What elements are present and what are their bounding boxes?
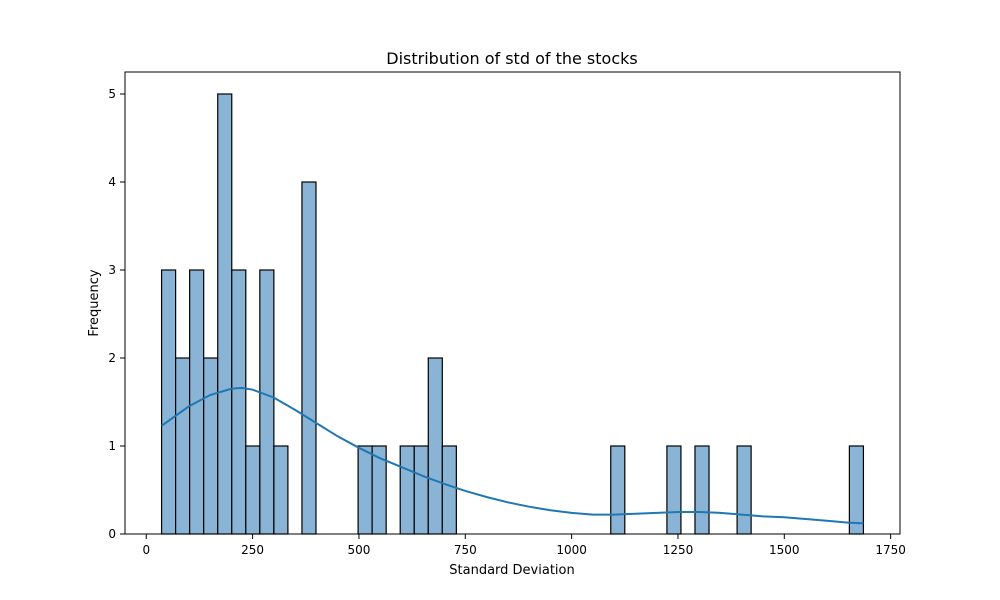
histogram-bar-19 (736, 445, 752, 535)
y-tick-label-1: 1 (108, 439, 116, 453)
histogram-bar-18 (694, 445, 710, 535)
histogram-bar-17 (666, 445, 682, 535)
x-tick-label-1500: 1500 (769, 543, 800, 557)
y-tick-label-4: 4 (108, 175, 116, 189)
histogram-bar-12 (399, 445, 415, 535)
kde-curve (161, 386, 864, 525)
histogram-bar-1 (175, 357, 191, 535)
histogram-bar-10 (357, 445, 373, 535)
x-tick-label-250: 250 (241, 543, 264, 557)
histogram-bar-20 (848, 445, 865, 535)
histogram-bar-3 (203, 357, 219, 535)
histogram-bar-16 (610, 445, 626, 535)
x-tick-label-500: 500 (347, 543, 370, 557)
y-tick-label-5: 5 (108, 87, 116, 101)
histogram-bar-6 (245, 445, 261, 535)
histogram-bar-4 (217, 93, 233, 535)
y-tick-label-0: 0 (108, 527, 116, 541)
x-axis-label: Standard Deviation (449, 563, 574, 578)
x-axis-ticks: 0 250 500 750 1000 1250 1500 1750 (142, 534, 906, 557)
bars-group (160, 93, 865, 535)
histogram-bar-9 (301, 181, 317, 535)
x-tick-label-0: 0 (142, 543, 150, 557)
y-axis-label: Frequency (87, 269, 102, 336)
histogram-bar-13 (413, 445, 429, 535)
histogram-bar-0 (160, 269, 177, 535)
kde-group (161, 386, 864, 525)
chart-title: Distribution of std of the stocks (386, 49, 637, 68)
x-tick-label-750: 750 (454, 543, 477, 557)
histogram-bar-5 (231, 269, 247, 535)
x-tick-label-1000: 1000 (556, 543, 587, 557)
histogram-bar-8 (273, 445, 289, 535)
x-tick-label-1250: 1250 (663, 543, 694, 557)
y-tick-label-2: 2 (108, 351, 116, 365)
histogram-bar-14 (427, 357, 443, 535)
plot-frame (124, 71, 901, 535)
histogram-bar-15 (441, 445, 457, 535)
x-tick-label-1750: 1750 (875, 543, 906, 557)
histogram-bar-7 (259, 269, 275, 535)
y-tick-label-3: 3 (108, 263, 116, 277)
y-axis-ticks: 0 1 2 3 4 5 (108, 87, 125, 541)
